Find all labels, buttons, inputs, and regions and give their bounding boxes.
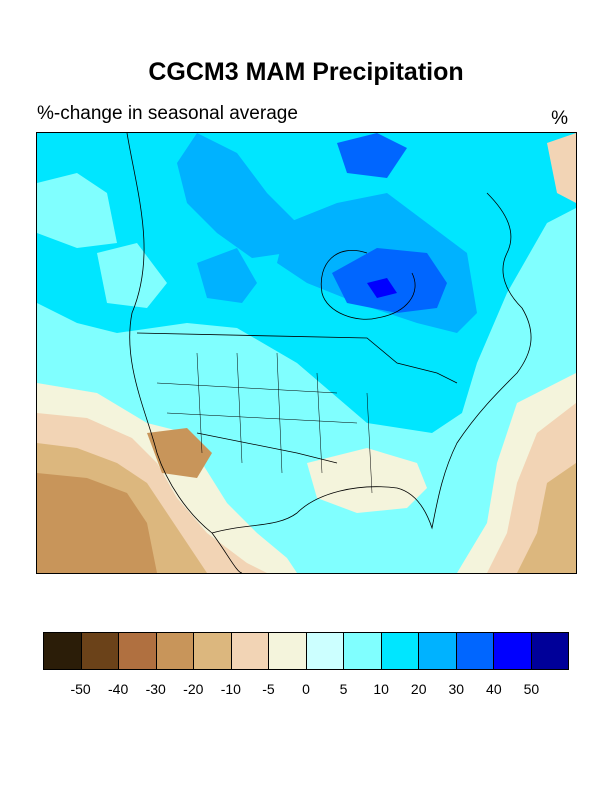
field-m5-0-north (547, 133, 576, 203)
colorbar-swatch-5 (230, 633, 268, 669)
colorbar-tick-label: 0 (302, 681, 310, 697)
field-5-10-nw (97, 243, 167, 308)
colorbar-tick-label: 5 (339, 681, 348, 697)
field-10-20 (37, 133, 576, 433)
map-title: CGCM3 MAM Precipitation (148, 58, 464, 86)
field-20-30 (177, 133, 297, 258)
colorbar-tick-label: -40 (108, 681, 129, 697)
field-0-5-gulf (307, 448, 427, 513)
colorbar-swatch-4 (193, 633, 231, 669)
colorbar-swatch-1 (80, 633, 118, 669)
field-m20-m10 (37, 473, 157, 573)
colorbar-swatch-2 (118, 633, 156, 669)
colorbar-swatch-6 (268, 633, 306, 669)
field-m20-m10-core (147, 428, 212, 478)
colorbar-tick-label: -5 (262, 681, 275, 697)
units-label: % (551, 108, 568, 129)
state-borders (156, 352, 373, 494)
colorbar (43, 632, 569, 670)
colorbar-tick-label: -30 (145, 681, 166, 697)
colorbar-tick-label: -20 (183, 681, 204, 697)
field-40-50 (367, 278, 397, 298)
field-30-40-north (337, 133, 407, 178)
precipitation-change-map (36, 132, 577, 574)
colorbar-swatch-13 (530, 633, 568, 669)
colorbar-tick-label: 10 (373, 681, 389, 697)
colorbar-swatch-10 (418, 633, 456, 669)
map-subtitle: %-change in seasonal average (37, 103, 298, 124)
colorbar-swatch-12 (493, 633, 531, 669)
colorbar-tick-label: 30 (448, 681, 465, 697)
colorbar-tick-label: 50 (523, 681, 540, 697)
field-5-10-north (37, 173, 117, 248)
colorbar-labels: -50 -40 -30 -20 -10 -5 0 5 10 20 30 40 50 (43, 681, 569, 701)
field-20-30-west (197, 248, 257, 303)
field-m10-m5-east (517, 463, 576, 573)
colorbar-tick-label: 20 (410, 681, 427, 697)
colorbar-swatch-0 (44, 633, 81, 669)
colorbar-swatch-9 (380, 633, 418, 669)
field-30-40-east (332, 248, 447, 313)
colorbar-swatch-7 (305, 633, 343, 669)
colorbar-tick-label: 40 (486, 681, 502, 697)
colorbar-tick-label: -10 (220, 681, 241, 697)
colorbar-swatch-3 (155, 633, 193, 669)
colorbar-tick-label: -50 (70, 681, 91, 697)
coastlines (126, 133, 532, 573)
colorbar-swatch-11 (455, 633, 493, 669)
colorbar-swatch-8 (343, 633, 381, 669)
